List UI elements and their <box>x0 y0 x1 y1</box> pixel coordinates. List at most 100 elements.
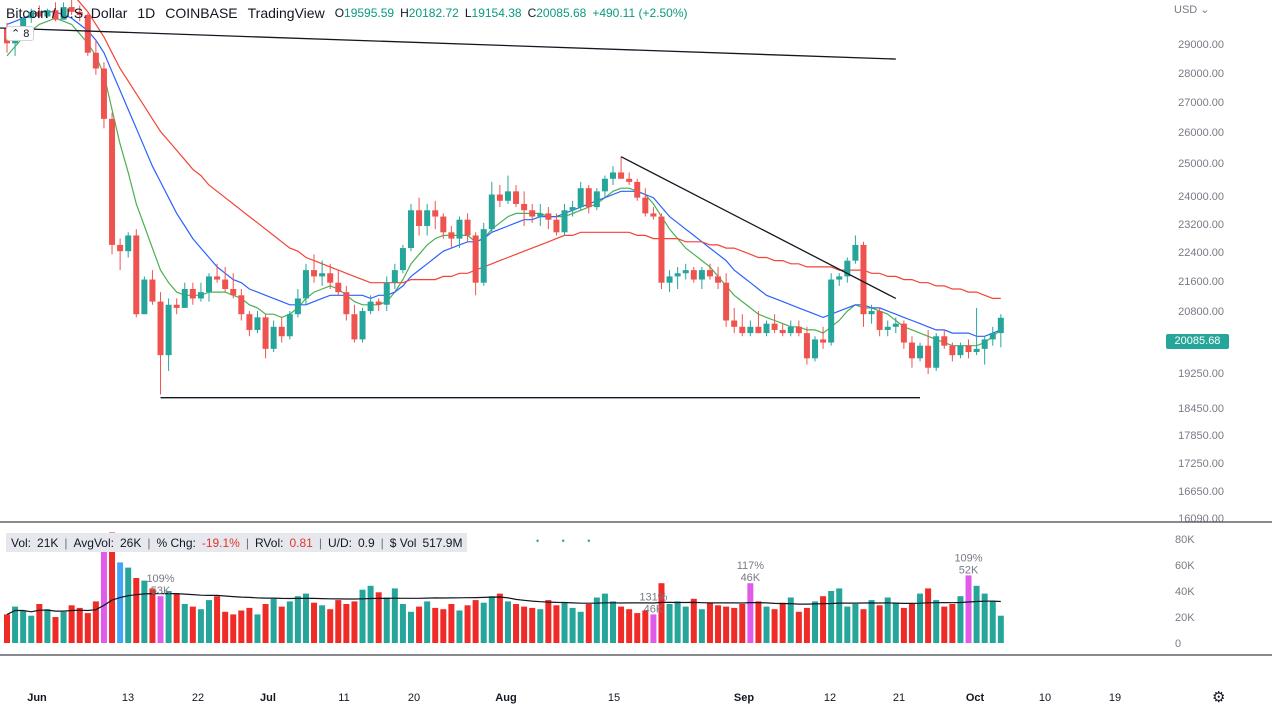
candle-body <box>278 326 285 337</box>
price-axis[interactable]: 29000.00 28000.00 27000.00 26000.00 25000.00… <box>1178 39 1224 525</box>
candle-body <box>432 210 439 217</box>
candle-body <box>836 276 843 280</box>
candle <box>157 292 164 395</box>
candle-body <box>319 273 326 277</box>
candle <box>553 213 560 236</box>
candle-body <box>561 210 568 233</box>
candle-body <box>109 118 116 245</box>
chg-value: -19.1% <box>201 535 240 550</box>
vol-value: 21K <box>37 535 59 550</box>
gear-icon[interactable]: ⚙ <box>1212 689 1226 706</box>
candle <box>828 273 835 346</box>
price-tick-label: 26000.00 <box>1178 127 1224 139</box>
candle <box>141 276 148 315</box>
volume-bar <box>820 596 827 643</box>
candle-body <box>795 326 802 334</box>
symbol-name[interactable]: Bitcoin / U.S. Dollar <box>6 5 128 21</box>
volume-bar <box>157 596 164 643</box>
time-tick-label: Sep <box>734 692 754 704</box>
candle-body <box>828 279 835 343</box>
candle-body <box>650 213 657 217</box>
price-tick-label: 17250.00 <box>1178 458 1224 470</box>
candle <box>270 320 277 352</box>
indicators-toggle[interactable]: ⌃ 8 <box>6 26 35 41</box>
low-value: 19154.38 <box>471 6 522 20</box>
candle <box>593 188 600 211</box>
candle-body <box>618 172 625 179</box>
volume-bar <box>674 601 681 643</box>
candle-body <box>52 10 59 20</box>
candle-body <box>351 314 358 340</box>
candle <box>464 213 471 242</box>
volume-tick-label: 20K <box>1175 612 1195 624</box>
candle-body <box>408 210 414 249</box>
interval-label[interactable]: 1D <box>137 5 156 21</box>
chg-label: % Chg: <box>156 535 196 550</box>
candle-body <box>577 188 584 208</box>
candle-body <box>92 52 99 69</box>
candle <box>747 320 754 337</box>
more-dots-icon[interactable]: • • • <box>536 536 601 546</box>
candle-body <box>84 14 91 53</box>
volume-bar <box>618 606 625 643</box>
candle <box>925 329 932 375</box>
candle-body <box>917 345 924 359</box>
volume-bar <box>812 601 818 643</box>
time-tick-label: 11 <box>338 692 349 704</box>
separator: | <box>318 535 322 550</box>
volume-bar <box>367 585 374 643</box>
volume-bar <box>973 585 980 643</box>
trendlines[interactable] <box>0 21 921 399</box>
candle <box>383 276 390 312</box>
volume-bar <box>892 602 899 643</box>
candle <box>674 266 681 289</box>
volume-bar <box>181 604 188 643</box>
candle <box>391 263 398 289</box>
candle-body <box>537 213 544 217</box>
volume-bar <box>795 611 802 643</box>
volume-bar <box>504 601 511 643</box>
candle <box>892 317 899 334</box>
volume-tick-label: 0 <box>1175 638 1181 650</box>
volume-annotation-pct: 109% <box>146 573 174 585</box>
volume-bar <box>706 602 713 643</box>
candle-body <box>262 317 269 349</box>
time-tick-label: 12 <box>824 692 836 704</box>
candle <box>989 326 996 346</box>
candle-body <box>246 314 253 330</box>
candle-body <box>456 219 463 239</box>
candle <box>262 314 269 359</box>
volume-bar <box>44 609 51 643</box>
volume-bar <box>117 562 124 643</box>
candle <box>68 0 75 15</box>
volume-bar <box>141 580 148 643</box>
volume-bar <box>876 605 883 643</box>
candle <box>884 320 891 337</box>
candle <box>44 8 51 19</box>
candle-body <box>125 235 132 252</box>
candle-body <box>149 279 156 302</box>
currency-selector[interactable]: USD ⌄ <box>1174 3 1210 16</box>
candle <box>230 273 237 299</box>
candle <box>642 188 649 217</box>
candle-body <box>601 178 608 192</box>
volume-bar <box>472 600 479 643</box>
avgvol-value: 26K <box>119 535 142 550</box>
trendline <box>620 156 897 300</box>
chevron-up-icon: ⌃ <box>11 28 21 40</box>
dvol-value: 517.9M <box>422 535 463 550</box>
candle-body <box>965 345 972 352</box>
candle <box>327 263 334 289</box>
price-tick-label: 18450.00 <box>1178 403 1224 415</box>
time-axis[interactable]: Jun 13 22 Jul 11 20 Aug 15 Sep 12 21 Oct 10 19 <box>27 692 1121 704</box>
time-tick-label: 21 <box>893 692 905 704</box>
time-tick-label: 15 <box>608 692 620 704</box>
candle <box>408 203 414 252</box>
candle <box>343 285 350 321</box>
candle-body <box>222 279 229 289</box>
volume-bar <box>294 596 301 643</box>
price-tick-label: 25000.00 <box>1178 158 1224 170</box>
candle-body <box>634 181 641 198</box>
